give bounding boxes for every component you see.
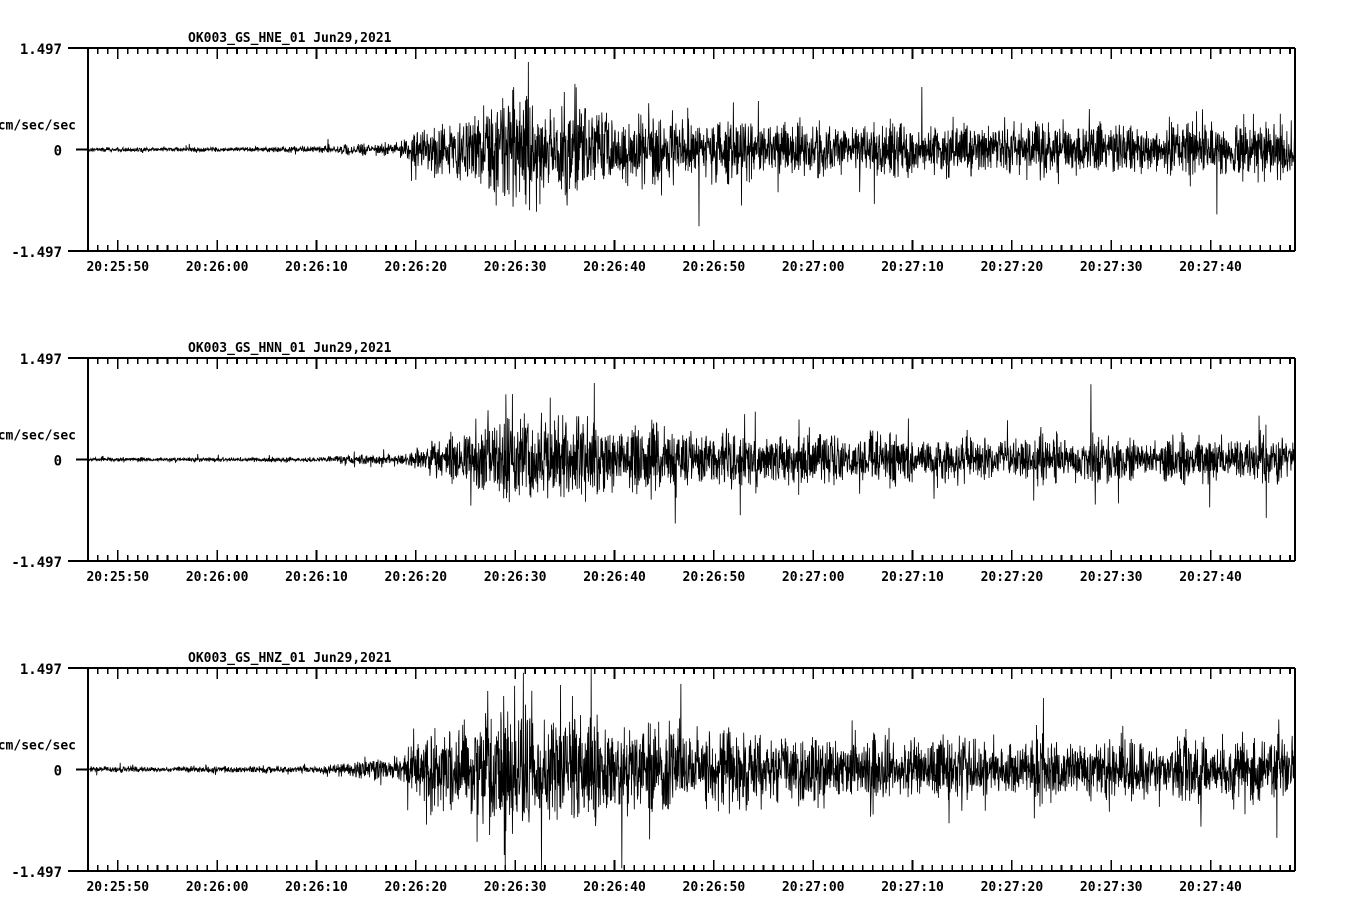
x-axis-tick-label: 20:26:40 bbox=[583, 260, 646, 275]
x-axis-tick-label: 20:25:50 bbox=[86, 260, 149, 275]
x-axis-tick-label: 20:27:30 bbox=[1080, 570, 1143, 585]
x-axis-tick-label: 20:26:50 bbox=[683, 880, 746, 895]
x-axis-tick-label: 20:27:30 bbox=[1080, 260, 1143, 275]
x-axis-tick-label: 20:26:10 bbox=[285, 880, 348, 895]
x-axis-tick-label: 20:26:40 bbox=[583, 880, 646, 895]
x-axis-tick-label: 20:26:30 bbox=[484, 570, 547, 585]
y-axis-unit-label: cm/sec/sec bbox=[0, 429, 76, 444]
x-axis-tick-label: 20:26:00 bbox=[186, 880, 249, 895]
x-axis-tick-label: 20:26:50 bbox=[683, 570, 746, 585]
x-axis-tick-label: 20:26:20 bbox=[385, 260, 448, 275]
x-axis-tick-label: 20:25:50 bbox=[86, 570, 149, 585]
x-axis-tick-label: 20:26:20 bbox=[385, 570, 448, 585]
y-axis-unit-label: cm/sec/sec bbox=[0, 119, 76, 134]
y-axis-max-label: 1.497 bbox=[20, 352, 62, 368]
x-axis-tick-label: 20:26:20 bbox=[385, 880, 448, 895]
panel-title: OK003_GS_HNZ_01 Jun29,2021 bbox=[188, 651, 392, 666]
x-axis-tick-label: 20:27:00 bbox=[782, 260, 845, 275]
y-axis-min-label: -1.497 bbox=[11, 555, 62, 571]
x-axis-tick-label: 20:26:30 bbox=[484, 880, 547, 895]
x-axis-tick-label: 20:27:40 bbox=[1179, 260, 1242, 275]
x-axis-tick-label: 20:26:40 bbox=[583, 570, 646, 585]
waveform-trace bbox=[87, 668, 1296, 871]
y-axis-zero-label: 0 bbox=[54, 144, 62, 160]
x-axis-tick-label: 20:27:10 bbox=[881, 880, 944, 895]
y-axis-max-label: 1.497 bbox=[20, 42, 62, 58]
x-axis-tick-label: 20:26:10 bbox=[285, 260, 348, 275]
x-axis-tick-label: 20:27:10 bbox=[881, 570, 944, 585]
panel-title: OK003_GS_HNE_01 Jun29,2021 bbox=[188, 31, 392, 46]
x-axis-tick-label: 20:26:00 bbox=[186, 260, 249, 275]
x-axis-tick-label: 20:27:20 bbox=[981, 570, 1044, 585]
x-axis-tick-label: 20:27:30 bbox=[1080, 880, 1143, 895]
y-axis-unit-label: cm/sec/sec bbox=[0, 739, 76, 754]
x-axis-tick-label: 20:26:00 bbox=[186, 570, 249, 585]
y-axis-min-label: -1.497 bbox=[11, 245, 62, 261]
x-axis-tick-label: 20:27:20 bbox=[981, 880, 1044, 895]
panel-title: OK003_GS_HNN_01 Jun29,2021 bbox=[188, 341, 392, 356]
x-axis-tick-label: 20:27:00 bbox=[782, 880, 845, 895]
x-axis-tick-label: 20:25:50 bbox=[86, 880, 149, 895]
x-axis-tick-label: 20:26:50 bbox=[683, 260, 746, 275]
y-axis-zero-label: 0 bbox=[54, 454, 62, 470]
x-axis-tick-label: 20:27:00 bbox=[782, 570, 845, 585]
y-axis-max-label: 1.497 bbox=[20, 662, 62, 678]
x-axis-tick-label: 20:26:10 bbox=[285, 570, 348, 585]
x-axis-tick-label: 20:27:10 bbox=[881, 260, 944, 275]
x-axis-tick-label: 20:26:30 bbox=[484, 260, 547, 275]
x-axis-tick-label: 20:27:40 bbox=[1179, 570, 1242, 585]
x-axis-tick-label: 20:27:20 bbox=[981, 260, 1044, 275]
x-axis-tick-label: 20:27:40 bbox=[1179, 880, 1242, 895]
y-axis-zero-label: 0 bbox=[54, 764, 62, 780]
waveform-trace bbox=[87, 61, 1296, 227]
waveform-trace bbox=[87, 383, 1296, 524]
y-axis-min-label: -1.497 bbox=[11, 865, 62, 881]
